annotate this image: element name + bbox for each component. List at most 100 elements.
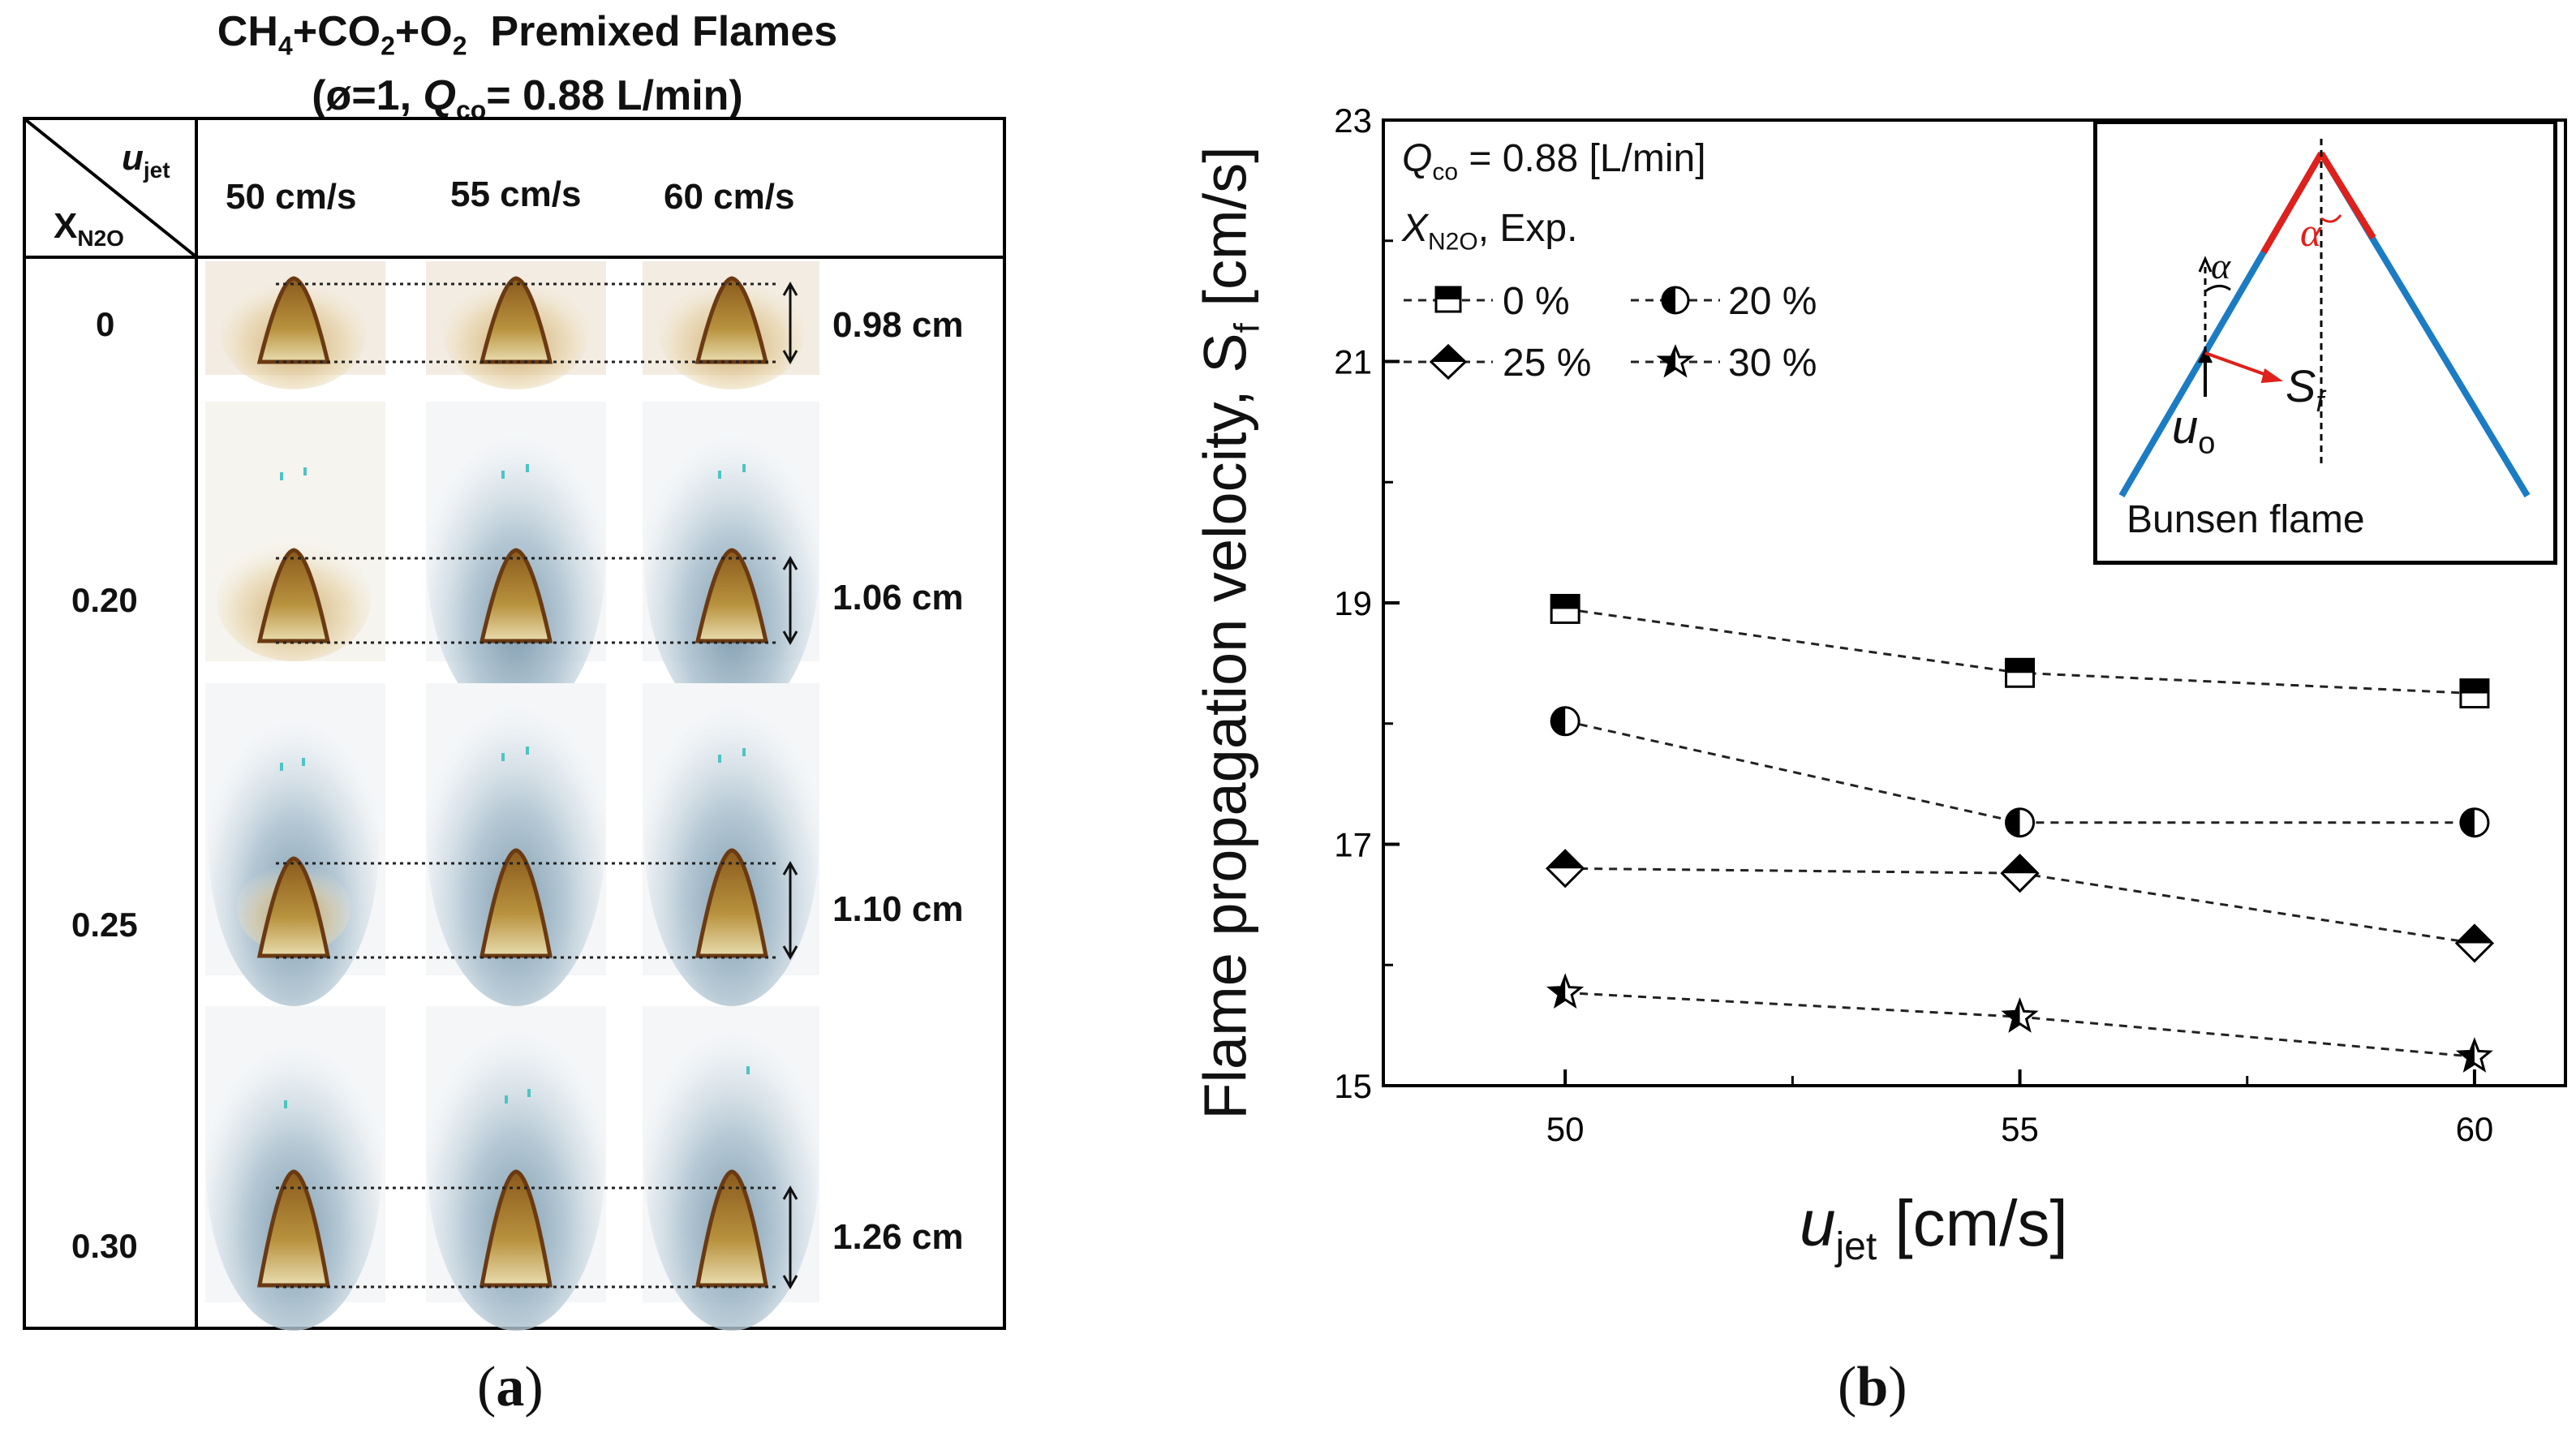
flame-photo-r3c2 — [426, 665, 606, 1006]
x-tick-label-50: 50 — [1546, 1110, 1585, 1148]
annotation-q: Q — [1402, 137, 1433, 180]
data-point-s3-50 — [1546, 973, 1585, 1009]
height-measure-row4: 1.26 cm — [832, 1217, 964, 1257]
height-arrow-r1 — [782, 281, 798, 365]
panel-b-caption: (b) — [1838, 1356, 1907, 1418]
inset-label: Bunsen flame — [2127, 498, 2365, 541]
flame-photo-r2c2 — [426, 398, 606, 722]
series-line-1 — [1564, 720, 2475, 824]
flame-photo-grid — [205, 261, 819, 1331]
row-label-020: 0.20 — [71, 581, 138, 619]
legend-item-0pct — [1404, 286, 1493, 313]
x-tick-label-55: 55 — [2001, 1110, 2039, 1148]
data-point-s1-55 — [2005, 807, 2036, 838]
height-arrow-r2 — [782, 555, 798, 646]
flame-photo-r3c1 — [205, 682, 385, 1006]
data-point-s0-60 — [2459, 678, 2490, 709]
height-arrow-r4 — [782, 1185, 798, 1290]
flame-photo-r2c1 — [205, 402, 385, 661]
title-q-value: = 0.88 L/min) — [486, 72, 743, 120]
legend-label-30pct: 30 % — [1728, 342, 1817, 385]
height-measure-row3: 1.10 cm — [832, 889, 964, 929]
series-markers — [1546, 593, 2495, 1074]
cone-tip-left-red — [2260, 151, 2324, 255]
bunsen-flame-inset: α α Sf uo Bunsen flame — [2093, 120, 2557, 565]
x-axis-title: ujet [cm/s] — [1800, 1186, 2068, 1269]
title-ch: CH — [217, 8, 278, 55]
title-o: +O — [394, 8, 453, 55]
annotation-q-value: = 0.88 [L/min] — [1458, 137, 1706, 180]
alpha-arc-left — [2204, 285, 2231, 293]
title-sub-2b: 2 — [452, 31, 467, 61]
panel-a-title: CH4+CO2+O2 Premixed Flames (ø=1, Qco= 0.… — [0, 6, 1055, 136]
data-point-s2-55 — [2000, 854, 2040, 893]
legend-label-25pct: 25 % — [1503, 342, 1592, 385]
x-tick-label-60: 60 — [2456, 1110, 2494, 1148]
data-point-s1-60 — [2459, 807, 2490, 838]
data-point-s2-60 — [2454, 923, 2495, 963]
annotation-xn2o: XN2O, Exp. — [1402, 206, 1577, 256]
annotation-x-sub: N2O — [1428, 228, 1478, 256]
bunsen-diagram — [2118, 139, 2531, 498]
column-header-50: 50 cm/s — [226, 177, 357, 217]
corner-jet-sub: jet — [143, 157, 170, 183]
legend-label-0pct: 0 % — [1503, 280, 1570, 323]
flame-photo-r4c3 — [643, 990, 819, 1331]
corner-n2o-sub: N2O — [77, 225, 124, 251]
row-label-0: 0 — [96, 305, 115, 343]
legend-label-20pct: 20 % — [1728, 280, 1817, 323]
legend-item-30pct — [1631, 344, 1720, 378]
inset-alpha-black: α — [2211, 245, 2231, 286]
inset-u-sub: o — [2198, 426, 2216, 461]
y-tick-label-15: 15 — [1334, 1067, 1372, 1105]
inset-sf-s: S — [2286, 360, 2316, 411]
chart-legend — [1404, 286, 1720, 381]
corner-u: u — [122, 138, 144, 178]
alpha-arc-right — [2320, 214, 2342, 223]
title-q: Q — [423, 72, 456, 120]
axes-ticks: 15 17 19 21 23 50 55 60 — [1334, 101, 2493, 1148]
table-divider-vertical — [195, 117, 198, 1330]
corner-x: X — [54, 206, 78, 246]
annotation-x-suffix: , Exp. — [1477, 207, 1578, 250]
row-label-025: 0.25 — [71, 906, 138, 944]
title-premixed: Premixed Flames — [467, 8, 838, 55]
title-sub-4: 4 — [277, 31, 293, 61]
flame-photo-r4c2 — [426, 990, 606, 1331]
annotation-x: X — [1402, 207, 1429, 250]
height-measure-row1: 0.98 cm — [832, 305, 964, 345]
y-tick-label-21: 21 — [1334, 343, 1372, 381]
corner-ujet-label: ujet — [122, 138, 170, 183]
legend-item-25pct — [1404, 343, 1493, 381]
y-tick-label-17: 17 — [1334, 826, 1372, 864]
inset-u0-label: uo — [2172, 400, 2215, 462]
data-point-s2-50 — [1546, 849, 1585, 889]
column-header-55: 55 cm/s — [450, 174, 582, 214]
height-measure-row2: 1.06 cm — [832, 578, 964, 617]
flame-photo-r2c3 — [643, 398, 819, 722]
cone-tip-right-red — [2318, 151, 2376, 240]
data-point-s3-60 — [2455, 1037, 2493, 1074]
title-co: +CO — [292, 8, 381, 55]
inset-sf-sub: f — [2316, 385, 2324, 419]
corner-xn2o-label: XN2O — [54, 206, 124, 252]
data-point-s3-55 — [2001, 996, 2039, 1034]
corner-diagonal — [24, 118, 196, 257]
title-sub-2a: 2 — [381, 31, 395, 61]
row-label-030: 0.30 — [71, 1227, 138, 1265]
x-axis-title-sub: jet — [1835, 1225, 1877, 1268]
panel-a-caption: (a) — [477, 1356, 544, 1418]
x-axis-title-u: u — [1800, 1187, 1836, 1259]
legend-item-20pct — [1631, 286, 1720, 315]
data-point-s0-55 — [2005, 657, 2036, 688]
column-header-60: 60 cm/s — [664, 177, 795, 217]
height-arrow-r3 — [782, 860, 798, 961]
x-axis-title-unit: [cm/s] — [1877, 1187, 2068, 1259]
table-divider-horizontal — [23, 256, 1006, 259]
inset-u: u — [2172, 401, 2199, 454]
y-tick-label-23: 23 — [1334, 101, 1372, 140]
title-phi: (ø=1, — [312, 72, 424, 120]
data-point-s0-50 — [1550, 593, 1580, 624]
y-tick-label-19: 19 — [1334, 584, 1372, 622]
